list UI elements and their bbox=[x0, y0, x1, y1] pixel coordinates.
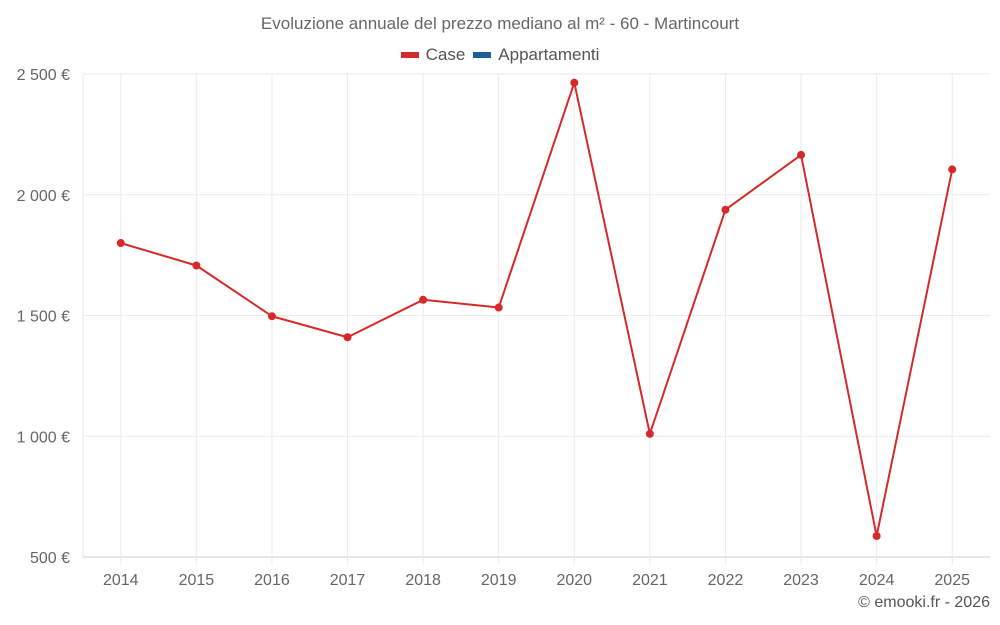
legend-label-case: Case bbox=[425, 45, 466, 64]
data-point[interactable] bbox=[948, 165, 957, 174]
x-tick-label: 2015 bbox=[179, 572, 215, 589]
data-point[interactable] bbox=[570, 78, 579, 87]
series-case bbox=[116, 78, 957, 540]
y-tick-label: 1 500 € bbox=[17, 309, 70, 326]
x-tick-label: 2017 bbox=[330, 572, 366, 589]
legend-label-appartamenti: Appartamenti bbox=[498, 45, 600, 64]
x-tick-label: 2024 bbox=[859, 572, 895, 589]
data-point[interactable] bbox=[797, 150, 806, 159]
chart-title: Evoluzione annuale del prezzo mediano al… bbox=[260, 14, 740, 33]
x-tick-label: 2016 bbox=[254, 572, 290, 589]
data-point[interactable] bbox=[343, 333, 352, 342]
legend-item-case[interactable]: Case bbox=[400, 45, 466, 65]
y-tick-label: 500 € bbox=[30, 550, 70, 567]
data-point[interactable] bbox=[192, 261, 201, 270]
credit: © emooki.fr - 2026 bbox=[858, 594, 990, 611]
data-point[interactable] bbox=[116, 239, 125, 248]
legend-swatch-appartamenti bbox=[473, 52, 492, 58]
series-line bbox=[120, 81, 954, 537]
data-point[interactable] bbox=[645, 429, 654, 438]
legend: Case Appartamenti bbox=[0, 45, 1000, 65]
x-tick-label: 2022 bbox=[708, 572, 744, 589]
y-axis: 500 € 1 000 € 1 500 € 2 000 € 2 500 € bbox=[17, 67, 70, 567]
legend-item-appartamenti[interactable]: Appartamenti bbox=[473, 45, 599, 65]
data-point[interactable] bbox=[494, 303, 503, 312]
data-point[interactable] bbox=[419, 295, 428, 304]
data-point[interactable] bbox=[267, 312, 276, 321]
y-tick-label: 2 500 € bbox=[17, 67, 70, 84]
x-tick-label: 2020 bbox=[556, 572, 592, 589]
x-tick-label: 2025 bbox=[934, 572, 970, 589]
data-point[interactable] bbox=[721, 205, 730, 214]
x-tick-label: 2018 bbox=[405, 572, 441, 589]
legend-swatch-case bbox=[400, 52, 419, 58]
x-axis: 2014 2015 2016 2017 2018 2019 2020 2021 2022 2023… bbox=[103, 572, 970, 589]
grid bbox=[82, 73, 990, 565]
x-tick-label: 2023 bbox=[783, 572, 819, 589]
data-point[interactable] bbox=[872, 531, 881, 540]
x-tick-label: 2019 bbox=[481, 572, 517, 589]
x-tick-label: 2021 bbox=[632, 572, 668, 589]
y-tick-label: 2 000 € bbox=[17, 188, 70, 205]
x-tick-label: 2014 bbox=[103, 572, 139, 589]
y-tick-label: 1 000 € bbox=[17, 429, 70, 446]
